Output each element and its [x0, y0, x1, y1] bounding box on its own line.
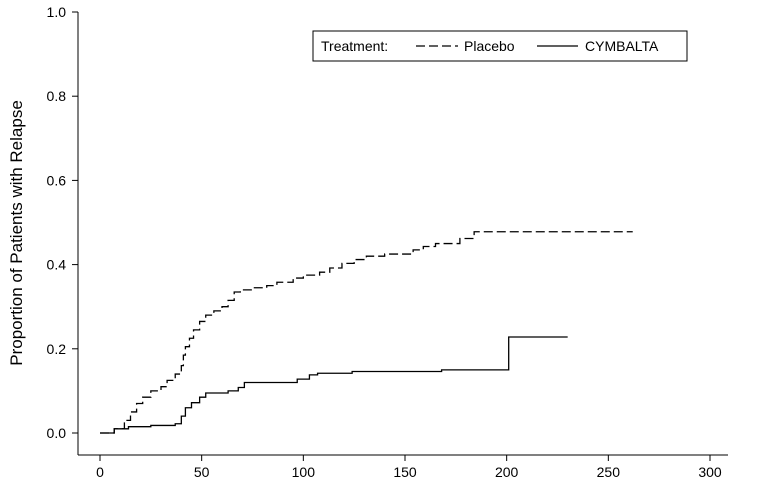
series-line-cymbalta — [100, 336, 568, 434]
x-tick-label: 0 — [96, 464, 104, 480]
y-tick-label: 0.4 — [47, 257, 67, 273]
y-tick-label: 0.0 — [47, 425, 67, 441]
y-tick-label: 0.8 — [47, 88, 67, 104]
x-tick-label: 250 — [597, 464, 621, 480]
y-tick-label: 0.2 — [47, 341, 67, 357]
x-tick-label: 200 — [495, 464, 519, 480]
y-axis: 0.0 0.2 0.4 0.6 0.8 1.0 — [47, 4, 79, 455]
x-tick-label: 100 — [292, 464, 316, 480]
series-line-placebo — [100, 231, 633, 434]
legend-label-placebo: Placebo — [464, 38, 515, 54]
x-tick-label: 50 — [194, 464, 210, 480]
y-tick-label: 0.6 — [47, 172, 67, 188]
legend-title: Treatment: — [321, 38, 388, 54]
x-tick-label: 300 — [698, 464, 722, 480]
legend-box — [312, 30, 688, 62]
x-axis: 0 50 100 150 200 250 300 — [78, 454, 728, 480]
y-axis-title: Proportion of Patients with Relapse — [7, 100, 26, 366]
x-tick-label: 150 — [393, 464, 417, 480]
series-layer — [100, 231, 633, 434]
legend: Treatment: Placebo CYMBALTA — [312, 30, 688, 62]
y-tick-label: 1.0 — [47, 4, 67, 20]
legend-label-cymbalta: CYMBALTA — [585, 38, 659, 54]
